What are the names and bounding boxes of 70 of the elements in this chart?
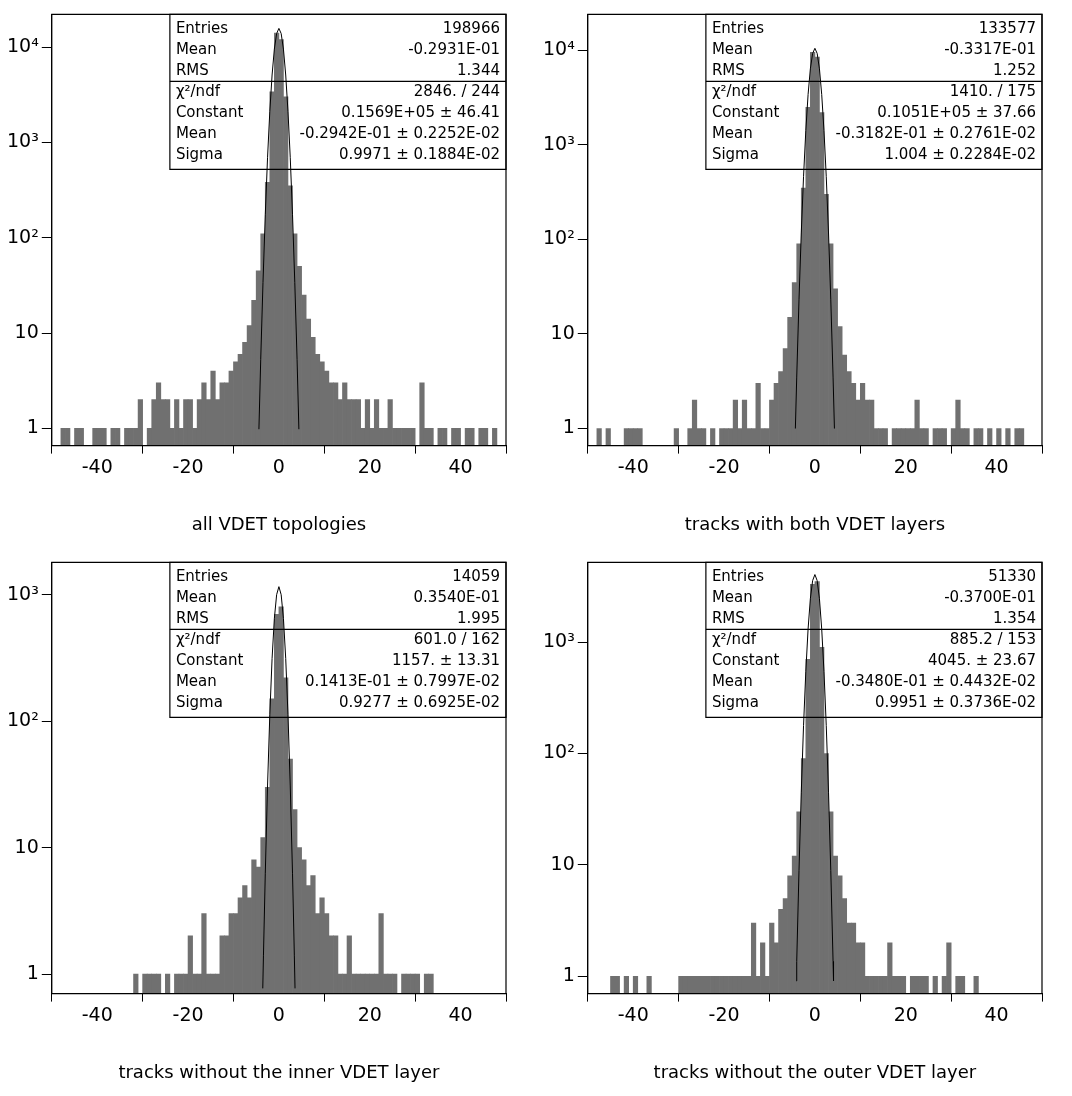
x-axis-title: tracks without the inner VDET layer <box>118 1060 440 1082</box>
text: χ²/ndf 2846. / 244 <box>175 81 500 100</box>
y-tick-label: 10 <box>14 320 39 342</box>
y-tick-label: 1 <box>562 415 575 438</box>
text: Mean 0.1413E-01 ± 0.7997E-02 <box>175 671 500 690</box>
x-tick-label: -20 <box>172 1002 204 1025</box>
y-tick-label: 10⁴ <box>543 37 576 60</box>
text: Mean -0.3480E-01 ± 0.4432E-02 <box>711 671 1036 690</box>
y-tick-label: 1 <box>26 415 39 438</box>
y-tick-label: 10³ <box>543 131 575 154</box>
y-tick-label: 10² <box>543 226 575 249</box>
y-tick-label: 1 <box>562 963 575 986</box>
text: RMS 1.354 <box>711 608 1036 627</box>
y-tick-label: 10 <box>550 320 575 343</box>
x-tick-label: 20 <box>893 454 918 477</box>
y-tick-label: 10 <box>550 851 575 874</box>
text: RMS 1.344 <box>175 60 500 79</box>
y-tick-label: 10³ <box>7 129 39 152</box>
text: χ²/ndf 1410. / 175 <box>711 81 1036 100</box>
text: χ²/ndf 601.0 / 162 <box>175 629 500 648</box>
x-tick-label: 0 <box>808 454 821 477</box>
text: Mean -0.2942E-01 ± 0.2252E-02 <box>175 123 500 142</box>
text: Constant 4045. ± 23.67 <box>711 650 1036 669</box>
x-tick-label: 40 <box>984 1002 1009 1025</box>
y-tick-label: 10² <box>7 708 39 731</box>
x-tick-label: 0 <box>272 1002 285 1025</box>
y-tick-label: 10² <box>7 224 39 247</box>
text: Constant 0.1569E+05 ± 46.41 <box>175 102 500 121</box>
y-tick-label: 1 <box>26 960 39 983</box>
x-tick-label: -40 <box>617 454 649 477</box>
x-axis-title: tracks with both VDET layers <box>684 512 946 534</box>
x-tick-label: 40 <box>448 1002 473 1025</box>
x-tick-label: -20 <box>708 454 740 477</box>
x-tick-label: 40 <box>984 454 1009 477</box>
text: Entries 198966 <box>175 18 500 37</box>
text: Mean -0.3700E-01 <box>711 587 1036 606</box>
text: Mean -0.2931E-01 <box>175 39 500 58</box>
x-tick-label: 0 <box>808 1002 821 1025</box>
x-tick-label: 20 <box>893 1002 918 1025</box>
text: Sigma 0.9277 ± 0.6925E-02 <box>175 692 500 711</box>
text: Entries 51330 <box>711 566 1036 585</box>
y-tick-label: 10³ <box>543 629 575 652</box>
x-tick-label: -20 <box>172 454 204 477</box>
text: Sigma 0.9971 ± 0.1884E-02 <box>175 144 500 163</box>
y-tick-label: 10⁴ <box>7 33 40 56</box>
x-axis-title: all VDET topologies <box>191 512 367 534</box>
x-tick-label: -20 <box>708 1002 740 1025</box>
y-tick-label: 10³ <box>7 581 39 604</box>
y-tick-label: 10 <box>14 834 39 857</box>
text: RMS 1.995 <box>175 608 500 627</box>
x-axis-title: tracks without the outer VDET layer <box>653 1060 977 1082</box>
text: Entries 14059 <box>175 566 500 585</box>
text: Mean 0.3540E-01 <box>175 587 500 606</box>
text: Constant 0.1051E+05 ± 37.66 <box>711 102 1036 121</box>
text: χ²/ndf 885.2 / 153 <box>711 629 1036 648</box>
x-tick-label: -40 <box>81 1002 113 1025</box>
x-tick-label: 40 <box>448 454 473 477</box>
text: Mean -0.3317E-01 <box>711 39 1036 58</box>
text: Sigma 0.9951 ± 0.3736E-02 <box>711 692 1036 711</box>
text: Constant 1157. ± 13.31 <box>175 650 500 669</box>
text: Entries 133577 <box>711 18 1036 37</box>
x-tick-label: -40 <box>81 454 113 477</box>
text: Mean -0.3182E-01 ± 0.2761E-02 <box>711 123 1036 142</box>
x-tick-label: 20 <box>357 454 382 477</box>
text: RMS 1.252 <box>711 60 1036 79</box>
x-tick-label: 0 <box>272 454 285 477</box>
x-tick-label: 20 <box>357 1002 382 1025</box>
y-tick-label: 10² <box>543 740 575 763</box>
text: Sigma 1.004 ± 0.2284E-02 <box>711 144 1036 163</box>
x-tick-label: -40 <box>617 1002 649 1025</box>
